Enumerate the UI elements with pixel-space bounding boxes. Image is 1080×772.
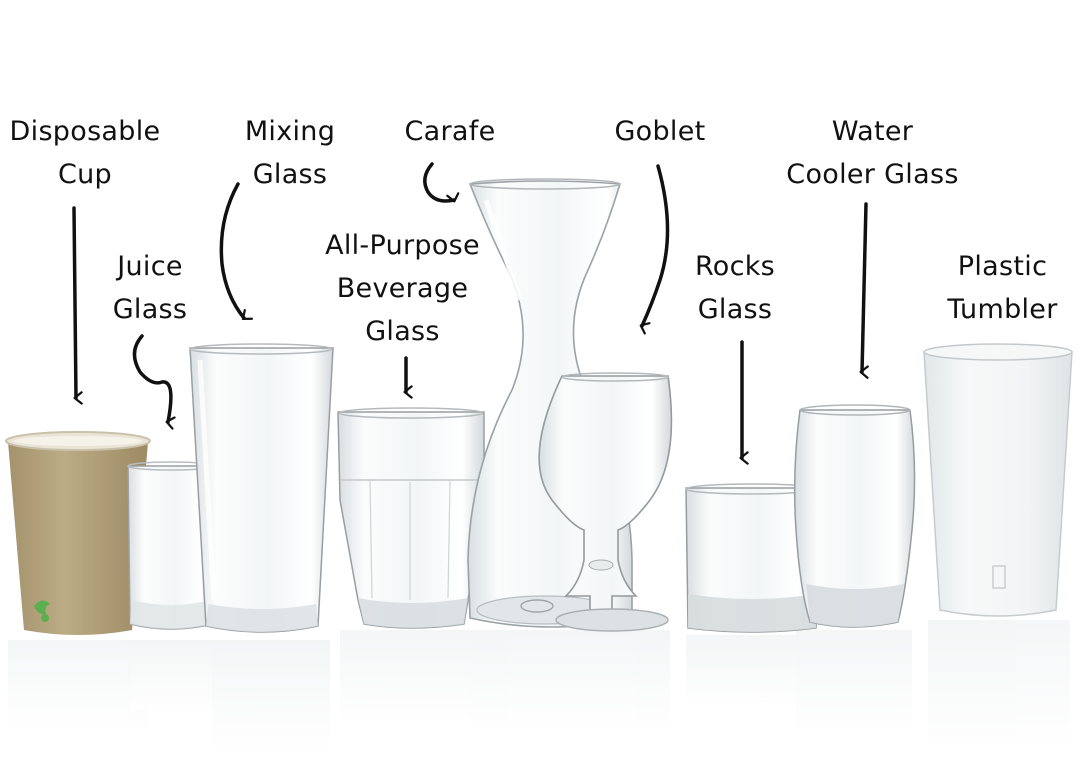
water-cooler-glass (793, 404, 916, 628)
label-line: Beverage (336, 273, 469, 304)
label-rocks-glass: Rocks Glass (680, 245, 790, 331)
plastic-tumbler (923, 343, 1073, 617)
label-line: Glass (365, 316, 440, 347)
label-line: Goblet (614, 116, 706, 147)
label-line: Glass (112, 294, 188, 325)
arrow-mixing-glass (219, 182, 254, 321)
all-purpose-beverage-glass (337, 407, 485, 629)
label-goblet: Goblet (595, 110, 725, 153)
label-line: Mixing (244, 116, 336, 147)
goblet (538, 372, 673, 632)
floor-reflections (8, 620, 1070, 750)
arrow-water-cooler (859, 202, 869, 379)
label-line: Disposable (9, 116, 161, 147)
label-line: All-Purpose (325, 230, 480, 261)
label-line: Cup (57, 159, 112, 190)
label-all-purpose-beverage-glass: All-Purpose Beverage Glass (310, 224, 495, 353)
pointer-arrows (72, 162, 869, 465)
arrow-goblet (639, 164, 670, 335)
label-line: Tumbler (947, 294, 1058, 325)
label-line: Plastic (957, 251, 1048, 282)
label-water-cooler-glass: Water Cooler Glass (770, 110, 975, 196)
label-juice-glass: Juice Glass (95, 245, 205, 331)
label-plastic-tumbler: Plastic Tumbler (935, 245, 1070, 331)
label-line: Cooler Glass (786, 159, 959, 190)
disposable-cup (5, 431, 151, 635)
label-line: Rocks (694, 251, 776, 282)
arrow-carafe (423, 162, 460, 203)
label-line: Carafe (404, 116, 496, 147)
label-disposable-cup: Disposable Cup (0, 110, 170, 196)
rocks-glass (685, 483, 819, 633)
mixing-glass (189, 343, 334, 633)
label-line: Juice (117, 251, 183, 282)
label-mixing-glass: Mixing Glass (220, 110, 360, 196)
label-line: Water (831, 116, 914, 147)
recycle-logo-icon (34, 600, 50, 622)
arrow-disposable-cup (72, 206, 83, 405)
juice-glass (127, 461, 215, 630)
label-line: Glass (252, 159, 328, 190)
label-line: Glass (697, 294, 773, 325)
arrow-juice-glass (132, 334, 176, 430)
label-carafe: Carafe (385, 110, 515, 153)
